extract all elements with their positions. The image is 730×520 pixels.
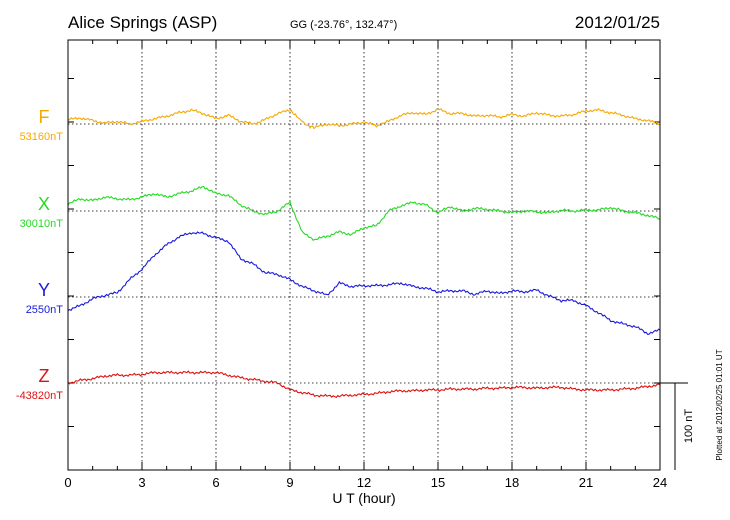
scale-bar-label: 100 nT xyxy=(683,409,695,444)
component-letter-y: Y xyxy=(38,280,50,300)
x-tick-labels: 0 3 6 9 12 15 18 21 24 xyxy=(64,475,667,490)
baseline-value-f: 53160nT xyxy=(20,131,64,143)
x-tick-label-24: 24 xyxy=(653,475,667,490)
x-tick-label-3: 3 xyxy=(138,475,145,490)
axis-ticks xyxy=(67,40,661,471)
x-tick-label-21: 21 xyxy=(579,475,593,490)
component-letter-f: F xyxy=(39,107,50,127)
x-axis-label: U T (hour) xyxy=(332,490,395,506)
series-line-f xyxy=(67,108,661,130)
chart-date: 2012/01/25 xyxy=(575,13,660,32)
x-tick-label-0: 0 xyxy=(64,475,71,490)
series-line-y xyxy=(67,231,661,336)
x-tick-label-15: 15 xyxy=(431,475,445,490)
component-letter-x: X xyxy=(38,194,50,214)
series-line-z xyxy=(67,370,661,398)
baseline-value-z: -43820nT xyxy=(16,390,63,402)
component-labels: F 53160nT X 30010nT Y 2550nT Z -43820nT xyxy=(16,107,63,402)
station-coordinates: GG (-23.76°, 132.47°) xyxy=(290,19,397,31)
component-letter-z: Z xyxy=(39,366,50,386)
chart-title: Alice Springs (ASP) xyxy=(68,13,217,32)
series-line-x xyxy=(67,185,661,242)
grid-lines xyxy=(68,40,660,470)
plotted-at-footer: Plotted at 2012/02/25 01:01 UT xyxy=(715,349,724,460)
baseline-value-y: 2550nT xyxy=(26,304,64,316)
series-lines xyxy=(67,108,661,398)
x-tick-label-9: 9 xyxy=(286,475,293,490)
scale-bar: 100 nT xyxy=(660,382,695,470)
baseline-value-x: 30010nT xyxy=(20,218,64,230)
x-tick-label-12: 12 xyxy=(357,475,371,490)
x-tick-label-6: 6 xyxy=(212,475,219,490)
x-tick-label-18: 18 xyxy=(505,475,519,490)
plot-frame xyxy=(67,39,661,471)
